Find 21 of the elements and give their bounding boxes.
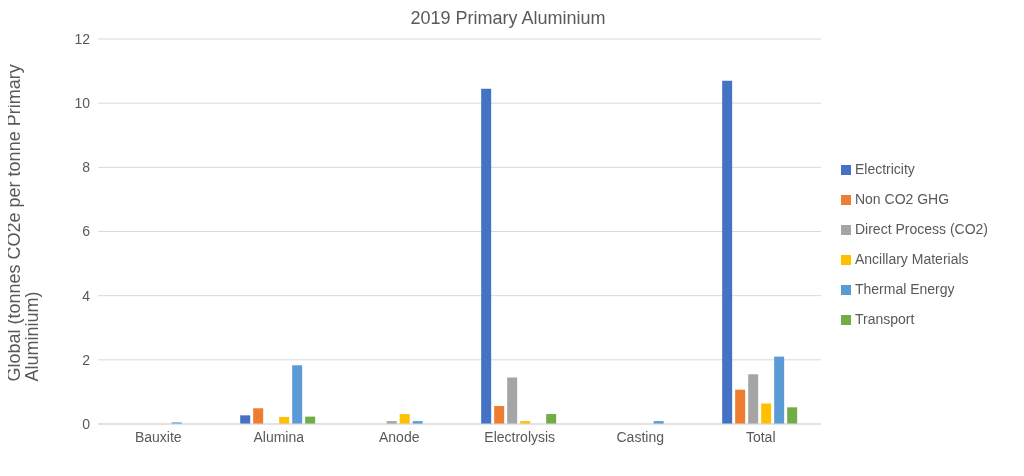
x-tick-label: Alumina	[253, 428, 305, 445]
y-tick-label: 10	[74, 95, 91, 112]
y-tick-label: 2	[82, 351, 91, 368]
x-tick-label: Anode	[378, 428, 420, 445]
y-tick-label: 8	[82, 159, 91, 176]
y-tick-label: 12	[74, 30, 91, 47]
legend-label: Direct Process (CO2)	[854, 221, 988, 237]
chart-title: 2019 Primary Aluminium	[409, 8, 607, 29]
y-tick-label: 6	[82, 223, 91, 240]
x-tick-label: Casting	[616, 428, 664, 445]
y-tick-label: 0	[82, 415, 91, 432]
x-tick-label: Bauxite	[134, 428, 182, 445]
x-tick-label: Electrolysis	[484, 428, 556, 445]
legend-label: Non CO2 GHG	[854, 191, 950, 207]
legend-label: Thermal Energy	[854, 281, 955, 297]
y-axis-title: Global (tonnes CO2e per tonne Primary Aluminium)	[4, 64, 43, 382]
legend-label: Ancillary Materials	[854, 251, 969, 267]
y-tick-label: 4	[82, 287, 91, 304]
x-tick-label: Total	[745, 428, 776, 445]
legend-label: Electricity	[854, 161, 915, 177]
legend-label: Transport	[854, 311, 915, 327]
